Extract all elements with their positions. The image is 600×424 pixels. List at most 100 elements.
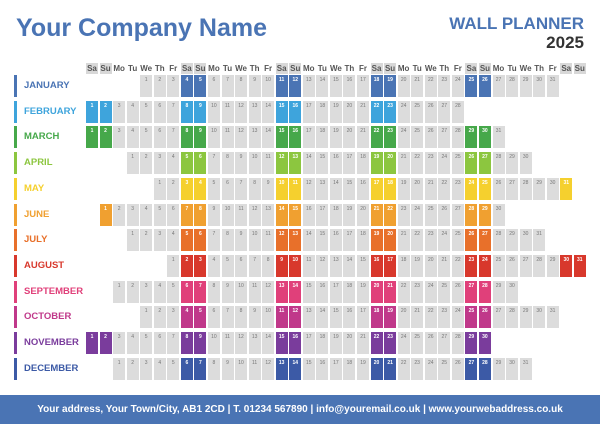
day-cell: 9 <box>262 177 275 200</box>
weekday-header: We <box>140 64 153 73</box>
day-cell: 11 <box>262 229 275 252</box>
day-cell: 20 <box>343 100 356 123</box>
weekday-header: Su <box>478 63 491 74</box>
day-cell: 18 <box>370 306 383 329</box>
day-cell: 13 <box>289 229 302 252</box>
day-cell: 11 <box>289 177 302 200</box>
day-cell: 1 <box>153 177 166 200</box>
day-cell: 14 <box>302 229 315 252</box>
day-cell: 1 <box>126 229 139 252</box>
weekday-header: We <box>235 64 247 73</box>
day-cell: 5 <box>221 254 234 277</box>
day-cell: 13 <box>248 126 261 149</box>
day-cell: 20 <box>384 229 397 252</box>
day-cell: 16 <box>316 280 329 303</box>
day-cell: 10 <box>207 126 220 149</box>
weekday-header: Mo <box>303 64 315 73</box>
day-cell: 25 <box>438 357 451 380</box>
day-cell: 7 <box>248 254 261 277</box>
day-cell: 2 <box>180 254 193 277</box>
day-cell: 29 <box>506 229 519 252</box>
day-cell: 13 <box>289 152 302 175</box>
day-cell: 26 <box>465 229 478 252</box>
day-cell: 22 <box>397 280 410 303</box>
day-cell: 11 <box>221 126 234 149</box>
day-cell: 10 <box>262 75 275 97</box>
day-cell: 24 <box>438 229 451 252</box>
day-cell: 29 <box>465 332 478 354</box>
day-cell: 21 <box>411 306 424 329</box>
day-cell: 5 <box>180 152 193 175</box>
day-cell: 9 <box>235 229 248 252</box>
day-cell: 16 <box>343 75 356 97</box>
weekday-header: Th <box>344 64 355 73</box>
day-cell: 24 <box>478 254 491 277</box>
day-cell: 20 <box>411 177 424 200</box>
day-cell: 12 <box>289 306 302 329</box>
day-cell: 7 <box>167 126 180 149</box>
day-cell: 10 <box>235 280 248 303</box>
weekday-header: Fr <box>453 64 462 73</box>
day-cell: 28 <box>451 100 464 123</box>
day-cell: 29 <box>533 177 546 200</box>
day-cell: 3 <box>167 75 180 97</box>
day-cell: 19 <box>384 75 397 97</box>
day-cell: 27 <box>451 203 464 226</box>
day-cell: 24 <box>451 306 464 329</box>
day-cell: 7 <box>235 177 248 200</box>
day-cell: 9 <box>248 306 261 329</box>
day-cell: 18 <box>343 280 356 303</box>
day-cell: 20 <box>397 306 410 329</box>
day-cell: 18 <box>316 100 329 123</box>
day-cell: 21 <box>397 229 410 252</box>
footer-contact: Your address, Your Town/City, AB1 2CD | … <box>0 395 600 424</box>
month-label-february: FEBRUARY <box>14 100 76 123</box>
day-cell: 12 <box>275 229 288 252</box>
day-cell: 11 <box>221 332 234 354</box>
day-cell: 4 <box>126 126 139 149</box>
day-cell: 22 <box>411 229 424 252</box>
day-cell: 1 <box>113 357 126 380</box>
day-cell: 25 <box>424 203 437 226</box>
day-cell: 10 <box>248 152 261 175</box>
day-cell: 31 <box>519 357 532 380</box>
weekday-header: Sa <box>180 63 193 74</box>
day-cell: 18 <box>316 126 329 149</box>
day-cell: 15 <box>316 229 329 252</box>
day-cell: 12 <box>262 357 275 380</box>
day-cell: 8 <box>180 126 193 149</box>
weekday-header: Th <box>439 64 450 73</box>
day-cell: 7 <box>194 357 207 380</box>
weekday-header: Sa <box>370 63 383 74</box>
day-cell: 28 <box>478 357 491 380</box>
day-cell: 16 <box>289 126 302 149</box>
day-cell: 12 <box>235 332 248 354</box>
day-cell: 17 <box>370 177 383 200</box>
day-cell: 21 <box>384 280 397 303</box>
day-cell: 24 <box>397 100 410 123</box>
day-cell: 1 <box>140 306 153 329</box>
day-cell: 27 <box>492 306 505 329</box>
day-cell: 10 <box>207 100 220 123</box>
day-cell: 26 <box>424 126 437 149</box>
day-cell: 17 <box>302 126 315 149</box>
day-cell: 17 <box>357 306 369 329</box>
day-cell: 14 <box>316 75 329 97</box>
company-name: Your Company Name <box>16 14 267 42</box>
day-cell: 5 <box>167 280 180 303</box>
day-cell: 4 <box>126 332 139 354</box>
day-cell: 10 <box>207 332 220 354</box>
day-cell: 9 <box>248 75 261 97</box>
weekday-header: Sa <box>275 63 288 74</box>
day-cell: 30 <box>492 203 505 226</box>
day-cell: 20 <box>370 280 383 303</box>
weekday-header: Su <box>194 63 207 74</box>
day-cell: 27 <box>478 152 491 175</box>
day-cell: 20 <box>397 75 410 97</box>
day-cell: 10 <box>235 357 248 380</box>
day-cell: 26 <box>478 306 491 329</box>
day-cell: 29 <box>519 306 532 329</box>
day-cell: 11 <box>235 203 248 226</box>
month-label-september: SEPTEMBER <box>14 280 83 303</box>
day-cell: 2 <box>126 357 139 380</box>
